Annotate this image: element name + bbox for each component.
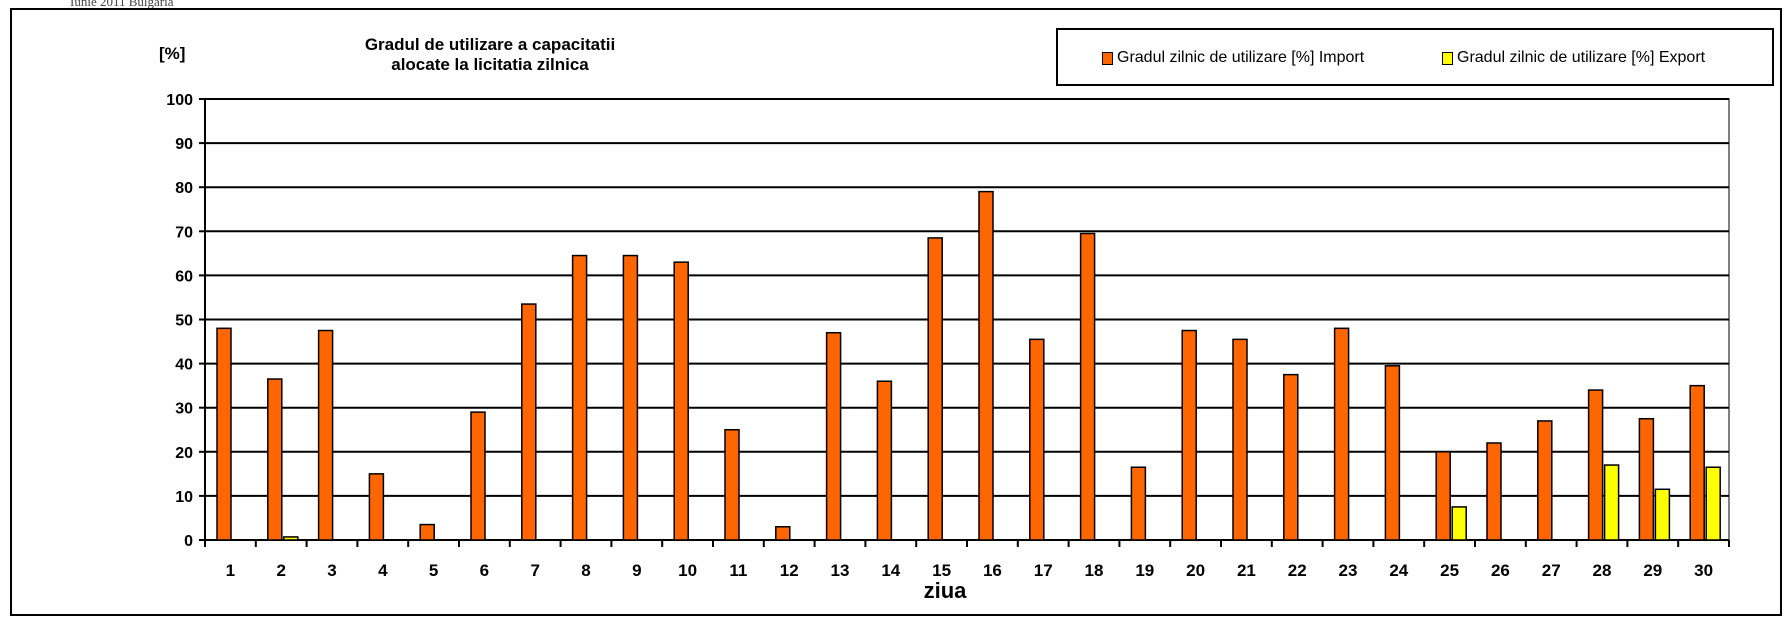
y-tick-label: 100 bbox=[166, 92, 193, 109]
chart-legend: Gradul zilnic de utilizare [%] Import Gr… bbox=[1056, 28, 1774, 86]
x-tick-label: 24 bbox=[1389, 561, 1408, 580]
x-tick-label: 2 bbox=[276, 561, 285, 580]
bar-import bbox=[775, 526, 791, 541]
x-tick-label: 4 bbox=[378, 561, 388, 580]
bar-export bbox=[1705, 466, 1721, 541]
x-tick-label: 18 bbox=[1085, 561, 1104, 580]
bar-import bbox=[1181, 329, 1197, 541]
x-tick-label: 13 bbox=[831, 561, 850, 580]
x-tick-label: 15 bbox=[932, 561, 951, 580]
bar-import bbox=[825, 331, 842, 541]
bar-import bbox=[1333, 327, 1350, 541]
x-tick-label: 16 bbox=[983, 561, 1002, 580]
bar-import bbox=[1384, 365, 1401, 541]
bar-export bbox=[1654, 488, 1671, 541]
legend-swatch-export bbox=[1442, 51, 1453, 65]
chart-title-line-2: alocate la licitatia zilnica bbox=[391, 55, 589, 74]
bar-import bbox=[978, 190, 994, 541]
x-tick-label: 26 bbox=[1491, 561, 1510, 580]
y-tick-label: 30 bbox=[175, 401, 193, 418]
x-tick-label: 30 bbox=[1694, 561, 1713, 580]
y-axis-label: [%] bbox=[159, 44, 186, 63]
bar-import bbox=[368, 473, 385, 541]
x-tick-label: 9 bbox=[632, 561, 641, 580]
bar-import bbox=[724, 429, 740, 541]
x-tick-label: 29 bbox=[1643, 561, 1662, 580]
y-tick-label: 40 bbox=[175, 357, 193, 374]
x-tick-label: 23 bbox=[1339, 561, 1358, 580]
y-tick-label: 50 bbox=[175, 313, 193, 330]
bar-import bbox=[470, 411, 486, 541]
bar-import bbox=[1130, 466, 1147, 541]
x-tick-label: 20 bbox=[1186, 561, 1205, 580]
chart-title: Gradul de utilizare a capacitatii alocat… bbox=[285, 35, 695, 75]
x-tick-label: 5 bbox=[429, 561, 438, 580]
bar-import bbox=[317, 329, 334, 541]
chart-title-line-1: Gradul de utilizare a capacitatii bbox=[364, 35, 616, 54]
bar-import bbox=[1029, 338, 1045, 541]
y-tick-label: 80 bbox=[175, 180, 193, 197]
bar-import bbox=[1079, 232, 1096, 541]
bar-import bbox=[1486, 442, 1502, 541]
x-tick-label: 28 bbox=[1593, 561, 1612, 580]
bar-import bbox=[571, 254, 588, 541]
y-tick-label: 10 bbox=[175, 489, 193, 506]
bar-import bbox=[1283, 373, 1299, 541]
x-tick-label: 10 bbox=[678, 561, 697, 580]
bar-import bbox=[876, 380, 893, 541]
bar-import bbox=[1638, 417, 1655, 541]
bar-export bbox=[1451, 506, 1467, 541]
x-tick-label: 17 bbox=[1034, 561, 1053, 580]
page-caption: Iunie 2011 Bulgaria bbox=[70, 0, 174, 9]
legend-label-export: Gradul zilnic de utilizare [%] Export bbox=[1457, 49, 1706, 66]
x-tick-label: 1 bbox=[226, 561, 235, 580]
x-tick-label: 3 bbox=[327, 561, 336, 580]
bar-import bbox=[419, 523, 435, 541]
bar-import bbox=[1232, 338, 1248, 541]
bar-export bbox=[283, 536, 299, 541]
bar-import bbox=[1537, 420, 1553, 541]
x-tick-label: 25 bbox=[1440, 561, 1459, 580]
bar-import bbox=[267, 378, 283, 541]
x-tick-label: 11 bbox=[729, 561, 747, 580]
bar-import bbox=[622, 254, 639, 541]
y-tick-label: 0 bbox=[184, 533, 193, 550]
legend-item-export: Gradul zilnic de utilizare [%] Export bbox=[1442, 49, 1705, 67]
x-tick-label: 7 bbox=[530, 561, 539, 580]
x-tick-label: 21 bbox=[1237, 561, 1256, 580]
y-tick-label: 20 bbox=[175, 445, 193, 462]
x-tick-label: 12 bbox=[780, 561, 799, 580]
bar-import bbox=[673, 261, 689, 541]
bar-import bbox=[1435, 451, 1451, 541]
legend-label-import: Gradul zilnic de utilizare [%] Import bbox=[1117, 49, 1365, 66]
x-tick-label: 19 bbox=[1135, 561, 1154, 580]
y-tick-label: 60 bbox=[175, 268, 193, 285]
bar-export bbox=[1603, 464, 1620, 541]
bar-import bbox=[216, 327, 232, 541]
x-tick-label: 6 bbox=[480, 561, 489, 580]
bar-import bbox=[1689, 384, 1705, 541]
x-tick-label: 22 bbox=[1288, 561, 1307, 580]
bar-import bbox=[1587, 389, 1604, 541]
x-axis-label: ziua bbox=[923, 578, 967, 603]
x-tick-label: 14 bbox=[881, 561, 900, 580]
x-tick-label: 27 bbox=[1542, 561, 1561, 580]
bar-import bbox=[927, 237, 943, 541]
x-tick-label: 8 bbox=[581, 561, 590, 580]
y-tick-label: 70 bbox=[175, 224, 193, 241]
legend-item-import: Gradul zilnic de utilizare [%] Import bbox=[1102, 49, 1364, 67]
bar-import bbox=[521, 303, 537, 541]
y-tick-label: 90 bbox=[175, 136, 193, 153]
legend-swatch-import bbox=[1102, 51, 1113, 65]
